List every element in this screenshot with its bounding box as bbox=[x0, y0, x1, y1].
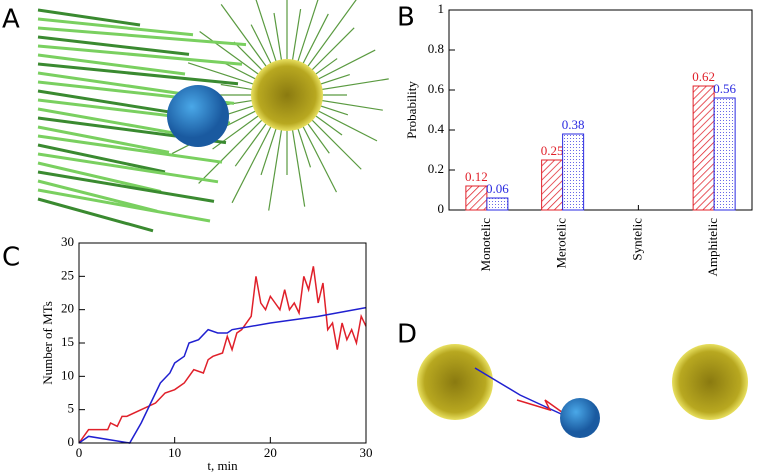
bar bbox=[541, 159, 564, 211]
microtubule bbox=[37, 8, 141, 27]
value-label: 0.06 bbox=[486, 181, 509, 196]
y-tick-label: 5 bbox=[68, 401, 75, 416]
y-tick-label: 0.8 bbox=[428, 41, 444, 56]
microtubule bbox=[37, 188, 211, 223]
microtubule bbox=[37, 170, 215, 203]
y-tick-label: 0.2 bbox=[428, 161, 444, 176]
x-tick-label: Syntelic bbox=[629, 218, 644, 261]
plot-frame bbox=[448, 9, 753, 211]
bar bbox=[713, 97, 736, 211]
y-tick-label: 0.6 bbox=[428, 81, 445, 96]
y-tick-label: 20 bbox=[61, 301, 74, 316]
y-tick-label: 15 bbox=[61, 334, 74, 349]
panel-label: B bbox=[397, 3, 415, 33]
kinetochore-sphere bbox=[167, 85, 229, 147]
y-axis-label: Probability bbox=[404, 81, 419, 139]
microtubule bbox=[37, 197, 154, 233]
x-axis-label: t, min bbox=[207, 458, 238, 473]
microtubule bbox=[37, 143, 166, 174]
panel-d-image bbox=[417, 344, 748, 438]
value-label: 0.38 bbox=[562, 117, 585, 132]
microtubule bbox=[37, 89, 178, 115]
y-tick-label: 0 bbox=[438, 201, 445, 216]
bar bbox=[486, 197, 509, 211]
y-axis-label: Number of MTs bbox=[40, 301, 55, 385]
microtubule bbox=[37, 26, 247, 47]
y-tick-label: 25 bbox=[61, 267, 74, 282]
panel-a-image bbox=[37, 0, 389, 233]
y-tick-label: 30 bbox=[61, 234, 74, 249]
panel-label: D bbox=[397, 320, 417, 350]
microtubule bbox=[37, 71, 182, 96]
bar bbox=[692, 85, 715, 211]
microtubule bbox=[37, 62, 239, 86]
microtubule bbox=[37, 35, 190, 56]
microtubule bbox=[37, 134, 223, 164]
chromosome-sphere bbox=[560, 398, 600, 438]
microtubule bbox=[37, 44, 243, 66]
microtubule bbox=[37, 107, 174, 135]
plot-frame bbox=[78, 242, 367, 444]
microtubule bbox=[37, 152, 219, 184]
data-line bbox=[78, 306, 367, 444]
x-tick-label: Merotelic bbox=[554, 218, 569, 269]
x-tick-label: 30 bbox=[360, 445, 373, 460]
y-tick-label: 10 bbox=[61, 367, 74, 382]
panel-label: A bbox=[2, 5, 20, 35]
data-line bbox=[78, 266, 367, 444]
x-tick-label: Monotelic bbox=[478, 218, 493, 272]
x-tick-label: 0 bbox=[76, 445, 83, 460]
microtubule bbox=[37, 125, 170, 154]
x-tick-label: 10 bbox=[168, 445, 181, 460]
microtubule bbox=[37, 179, 158, 213]
y-tick-label: 0 bbox=[68, 434, 75, 449]
microtubule bbox=[37, 161, 162, 194]
value-label: 0.25 bbox=[541, 143, 564, 158]
microtubule bbox=[37, 17, 194, 37]
centrosome bbox=[417, 344, 493, 420]
x-tick-label: 20 bbox=[264, 445, 277, 460]
value-label: 0.56 bbox=[713, 81, 736, 96]
microtubule bbox=[37, 53, 186, 76]
centrosome bbox=[672, 344, 748, 420]
centrosome bbox=[251, 59, 323, 131]
y-tick-label: 0.4 bbox=[428, 121, 445, 136]
value-label: 0.12 bbox=[465, 169, 488, 184]
y-tick-label: 1 bbox=[438, 1, 445, 16]
value-label: 0.62 bbox=[692, 69, 715, 84]
panel-label: C bbox=[2, 243, 20, 273]
bar bbox=[562, 133, 585, 211]
x-tick-label: Amphitelic bbox=[705, 218, 720, 277]
bar bbox=[465, 185, 488, 211]
